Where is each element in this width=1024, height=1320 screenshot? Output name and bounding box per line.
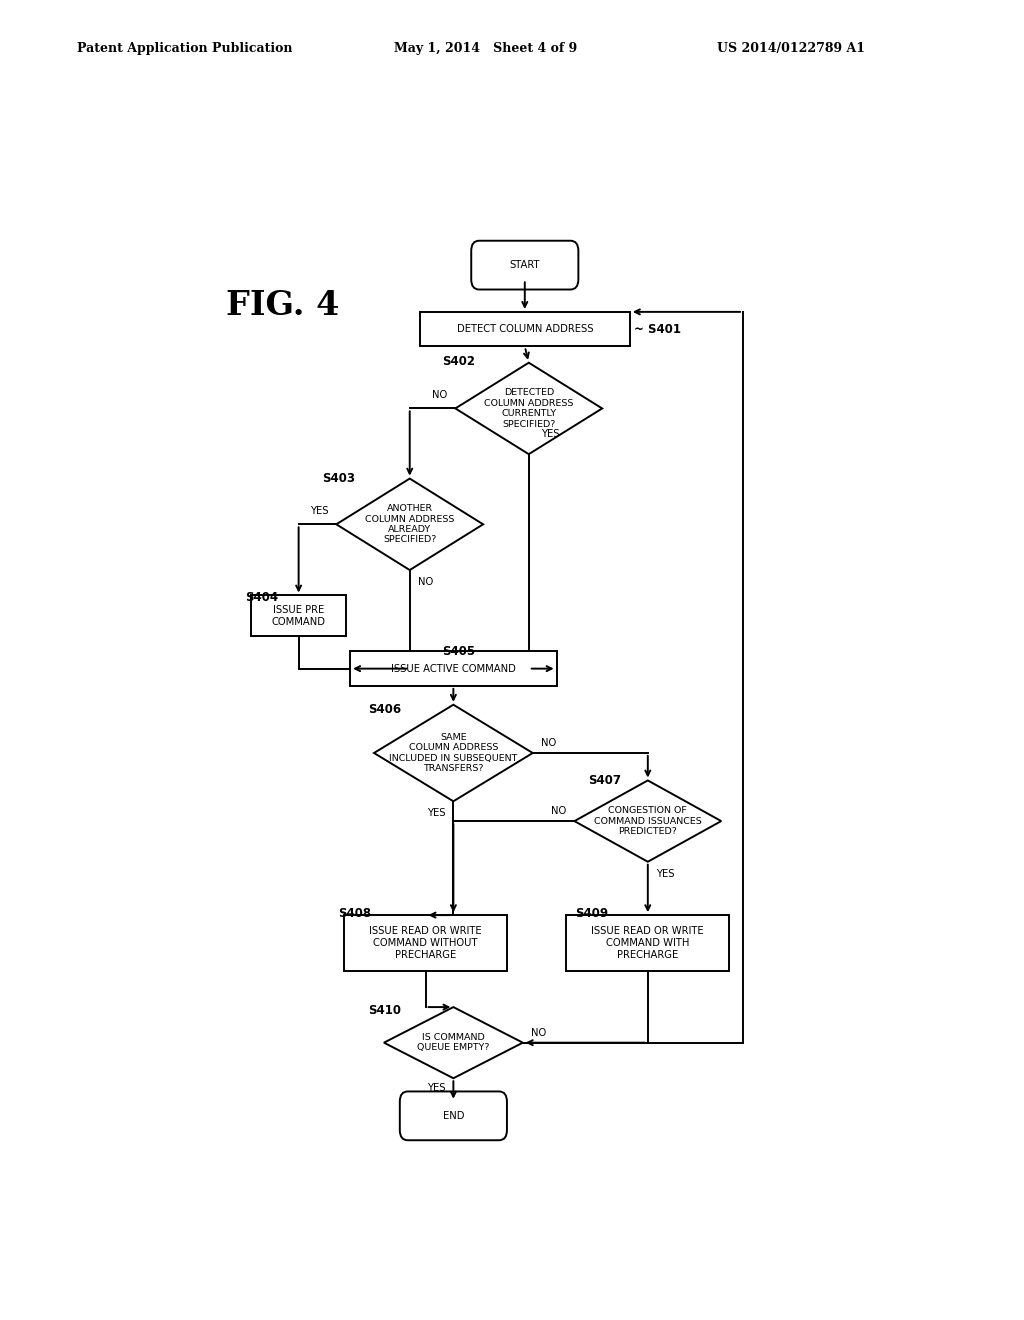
Text: Patent Application Publication: Patent Application Publication xyxy=(77,42,292,55)
Text: ISSUE READ OR WRITE
COMMAND WITHOUT
PRECHARGE: ISSUE READ OR WRITE COMMAND WITHOUT PREC… xyxy=(370,927,482,960)
Text: SAME
COLUMN ADDRESS
INCLUDED IN SUBSEQUENT
TRANSFERS?: SAME COLUMN ADDRESS INCLUDED IN SUBSEQUE… xyxy=(389,733,517,774)
Text: IS COMMAND
QUEUE EMPTY?: IS COMMAND QUEUE EMPTY? xyxy=(417,1034,489,1052)
Text: YES: YES xyxy=(655,869,674,879)
Text: S407: S407 xyxy=(588,774,622,787)
Text: S409: S409 xyxy=(574,907,608,920)
Text: US 2014/0122789 A1: US 2014/0122789 A1 xyxy=(717,42,865,55)
Polygon shape xyxy=(336,479,483,570)
Text: START: START xyxy=(510,260,540,271)
Text: ISSUE PRE
COMMAND: ISSUE PRE COMMAND xyxy=(271,605,326,627)
Text: S410: S410 xyxy=(369,1003,401,1016)
Text: S403: S403 xyxy=(323,473,355,484)
Text: FIG. 4: FIG. 4 xyxy=(226,289,339,322)
Text: END: END xyxy=(442,1111,464,1121)
Text: YES: YES xyxy=(427,808,445,818)
Text: May 1, 2014   Sheet 4 of 9: May 1, 2014 Sheet 4 of 9 xyxy=(394,42,578,55)
Text: YES: YES xyxy=(427,1084,445,1093)
Text: S408: S408 xyxy=(338,907,372,920)
Polygon shape xyxy=(384,1007,523,1078)
Text: S404: S404 xyxy=(246,591,279,605)
Text: ANOTHER
COLUMN ADDRESS
ALREADY
SPECIFIED?: ANOTHER COLUMN ADDRESS ALREADY SPECIFIED… xyxy=(365,504,455,544)
Text: NO: NO xyxy=(541,738,556,748)
Bar xyxy=(420,312,630,346)
Bar xyxy=(350,651,557,686)
Text: CONGESTION OF
COMMAND ISSUANCES
PREDICTED?: CONGESTION OF COMMAND ISSUANCES PREDICTE… xyxy=(594,807,701,836)
Bar xyxy=(251,595,346,636)
FancyBboxPatch shape xyxy=(399,1092,507,1140)
Text: ~ S401: ~ S401 xyxy=(634,322,681,335)
Text: DETECTED
COLUMN ADDRESS
CURRENTLY
SPECIFIED?: DETECTED COLUMN ADDRESS CURRENTLY SPECIF… xyxy=(484,388,573,429)
Text: NO: NO xyxy=(530,1027,546,1038)
Text: ISSUE ACTIVE COMMAND: ISSUE ACTIVE COMMAND xyxy=(391,664,516,673)
Bar xyxy=(344,915,507,972)
Text: YES: YES xyxy=(541,429,559,438)
Bar xyxy=(566,915,729,972)
Text: DETECT COLUMN ADDRESS: DETECT COLUMN ADDRESS xyxy=(457,325,593,334)
FancyBboxPatch shape xyxy=(471,240,579,289)
Text: ISSUE READ OR WRITE
COMMAND WITH
PRECHARGE: ISSUE READ OR WRITE COMMAND WITH PRECHAR… xyxy=(592,927,705,960)
Text: NO: NO xyxy=(432,391,447,400)
Polygon shape xyxy=(374,705,532,801)
Text: NO: NO xyxy=(551,807,566,816)
Text: S402: S402 xyxy=(442,355,475,368)
Polygon shape xyxy=(574,780,721,862)
Text: NO: NO xyxy=(418,577,433,587)
Text: S406: S406 xyxy=(369,702,401,715)
Text: S405: S405 xyxy=(442,645,475,657)
Text: YES: YES xyxy=(310,506,329,516)
Polygon shape xyxy=(456,363,602,454)
